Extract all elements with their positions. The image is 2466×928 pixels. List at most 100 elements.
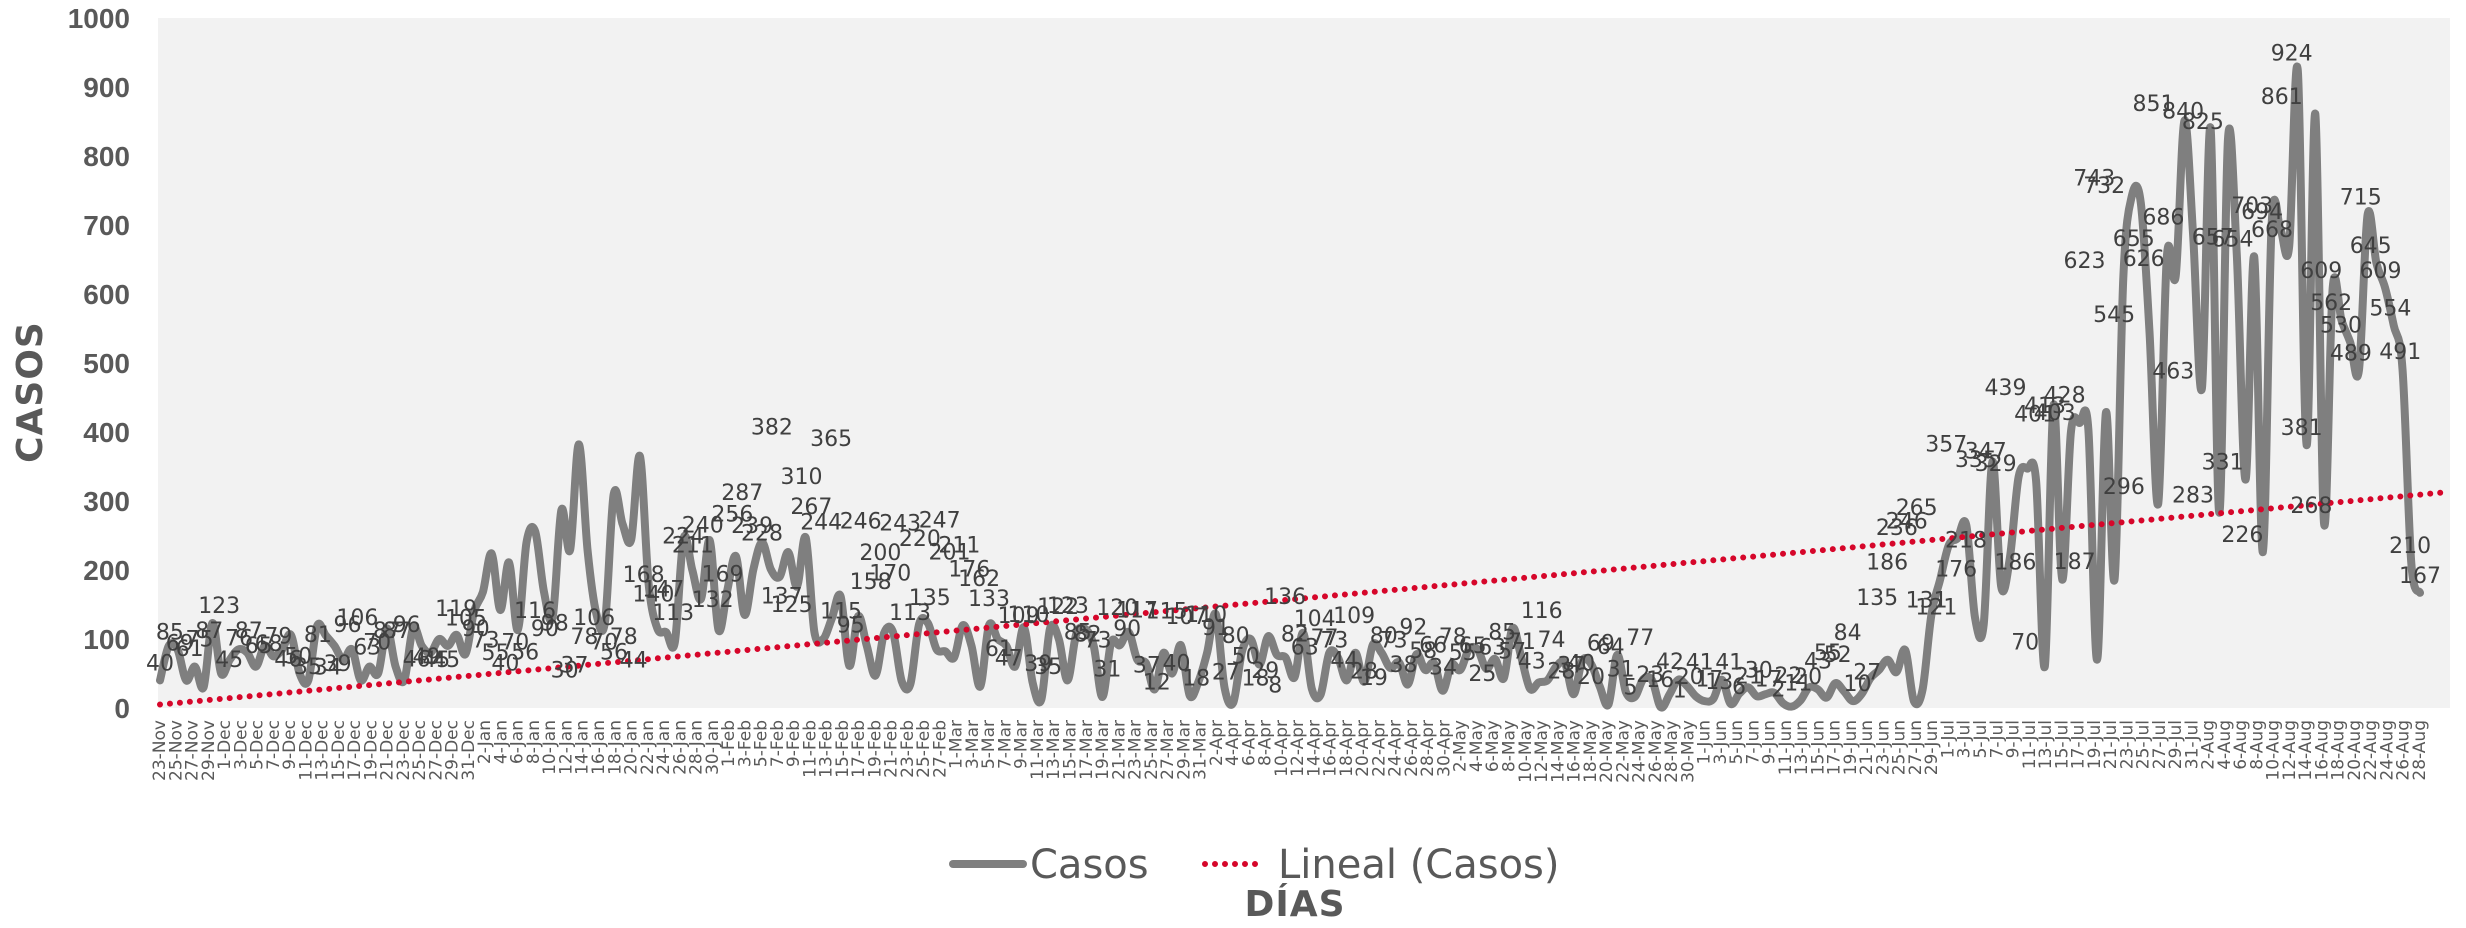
x-tick-label: 13-Dec [313,720,333,781]
x-tick-label: 27-Nov [183,720,203,781]
x-tick-label: 30-Jan [703,720,723,775]
data-label: 104 [1294,607,1336,632]
data-label: 106 [573,606,615,631]
data-label: 413 [2024,394,2066,419]
data-label: 609 [2300,259,2342,284]
data-label: 41 [1715,651,1743,676]
y-axis-title: CASOS [10,321,51,463]
data-label: 287 [721,481,763,506]
x-tick-label: 16-Aug [2312,720,2332,781]
data-label: 428 [2044,384,2086,409]
data-label: 40 [1567,651,1595,676]
data-label: 11 [1784,671,1812,696]
x-tick-label: 7-Jul [1987,720,2007,758]
x-tick-label: 22-Aug [2361,720,2381,781]
data-label: 296 [2103,475,2145,500]
data-label: 58 [1409,639,1437,664]
data-label: 74 [1538,628,1566,653]
x-tick-label: 23-Jul [2117,720,2137,769]
x-tick-label: 4-Jan [491,720,511,764]
x-tick-label: 23-Feb [898,720,918,778]
data-label: 85 [1488,620,1516,645]
x-tick-label: 24-Apr [1386,720,1406,777]
data-label: 47 [995,647,1023,672]
data-label: 210 [2389,534,2431,559]
plot-area [158,18,2450,708]
x-tick-label: 10-Jan [540,720,560,775]
x-tick-label: 10-Aug [2264,720,2284,781]
data-label: 73 [472,629,500,654]
data-label: 41 [1686,651,1714,676]
x-tick-label: 17-Jul [2069,720,2089,769]
x-tick-label: 8-Jan [524,720,544,764]
x-tick-label: 19-Feb [865,720,885,778]
data-label: 69 [1587,631,1615,656]
data-label: 135 [1856,586,1898,611]
data-label: 347 [1965,440,2007,465]
x-tick-label: 21-Dec [378,720,398,781]
data-label: 25 [1468,662,1496,687]
x-tick-label: 27-Feb [930,720,950,778]
data-label: 87 [235,619,263,644]
x-tick-label: 13-Mar [1044,720,1064,780]
data-label: 39 [324,652,352,677]
data-label: 200 [859,541,901,566]
data-label: 365 [810,427,852,452]
x-tick-label: 18-Apr [1337,720,1357,777]
data-label: 55 [1814,641,1842,666]
x-tick-label: 12-Apr [1288,720,1308,777]
data-label: 85 [156,620,184,645]
x-tick-label: 22-Jan [638,720,658,775]
x-tick-label: 26-Aug [2394,720,2414,781]
data-label: 201 [929,540,971,565]
data-label: 70 [501,631,529,656]
data-label: 71 [1508,630,1536,655]
data-label: 715 [2340,186,2382,211]
data-label: 654 [2212,228,2254,253]
x-tick-label: 2-Jan [475,720,495,764]
x-tick-label: 8-Apr [1256,720,1276,766]
data-label: 162 [958,567,1000,592]
data-label: 85 [1064,620,1092,645]
data-label: 116 [1521,599,1563,624]
data-label: 40 [491,651,519,676]
data-label: 562 [2310,291,2352,316]
data-label: 256 [711,502,753,527]
x-tick-label: 6-Aug [2231,720,2251,770]
data-label: 121 [1915,596,1957,621]
x-tick-label: 29-Jun [1922,720,1942,775]
x-tick-label: 12-Jan [557,720,577,775]
data-label: 52 [1824,643,1852,668]
data-label: 246 [840,509,882,534]
data-labels: 4085696175871234576876568794650358134399… [146,41,2441,703]
data-label: 135 [909,586,951,611]
data-label: 43 [1518,649,1546,674]
x-tick-label: 26-May [1646,720,1666,783]
data-label: 82 [1281,622,1309,647]
x-tick-label: 7-Mar [996,720,1016,769]
data-label: 122 [1037,595,1079,620]
data-label: 1 [1673,678,1687,703]
data-label: 655 [2113,227,2155,252]
data-label: 106 [336,606,378,631]
data-label: 68 [255,632,283,657]
x-tick-label: 9-Mar [1012,720,1032,769]
data-label: 8 [1268,674,1282,699]
x-tick-label: 31-Jul [2182,720,2202,769]
data-label: 545 [2093,303,2135,328]
x-tick-label: 22-May [1613,720,1633,783]
data-label: 39 [1024,652,1052,677]
y-tick-label: 200 [83,555,130,586]
x-tick-label: 5-Feb [752,720,772,767]
data-label: 56 [600,640,628,665]
x-tick-label: 7-Feb [768,720,788,767]
data-label: 5 [1624,676,1638,701]
data-label: 167 [2399,564,2441,589]
x-tick-label: 2-May [1451,720,1471,772]
y-tick-label: 0 [114,693,130,724]
x-tick-label: 21-Jun [1857,720,1877,775]
x-tick-label: 3-Dec [231,720,251,770]
data-label: 49 [413,645,441,670]
data-label: 115 [1146,600,1188,625]
data-label: 924 [2271,41,2313,66]
